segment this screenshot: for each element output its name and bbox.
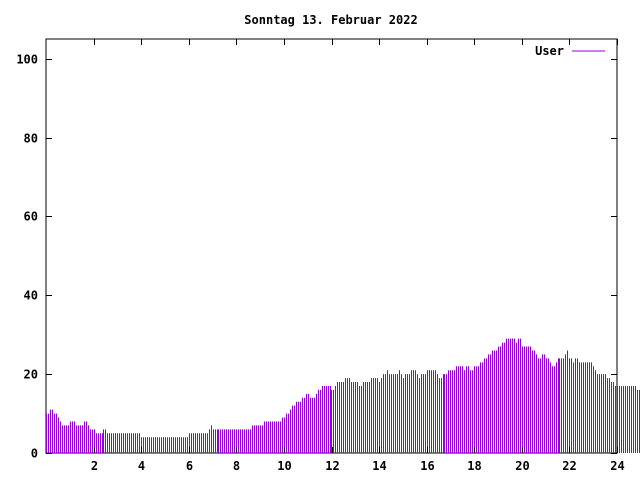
x-tick-label: 16 xyxy=(420,459,434,473)
x-tick-label: 20 xyxy=(515,459,529,473)
x-tick-label: 14 xyxy=(372,459,386,473)
y-tick-label: 80 xyxy=(24,132,38,146)
y-tick-label: 60 xyxy=(24,210,38,224)
x-tick-label: 8 xyxy=(233,459,240,473)
y-tick-label: 40 xyxy=(24,289,38,303)
y-tick-label: 100 xyxy=(16,53,38,67)
y-tick-label: 20 xyxy=(24,368,38,382)
legend: User xyxy=(535,44,605,58)
x-tick-label: 4 xyxy=(138,459,145,473)
x-tick-label: 2 xyxy=(91,459,98,473)
x-tick-label: 18 xyxy=(467,459,481,473)
x-tick-label: 22 xyxy=(562,459,576,473)
x-tick-label: 12 xyxy=(325,459,339,473)
x-tick-label: 10 xyxy=(277,459,291,473)
bar-series-user xyxy=(46,338,640,453)
y-tick-label: 0 xyxy=(31,447,38,461)
legend-label-user: User xyxy=(535,44,564,58)
x-tick-label: 24 xyxy=(610,459,624,473)
x-tick-label: 6 xyxy=(186,459,193,473)
chart-title: Sonntag 13. Februar 2022 xyxy=(244,13,417,27)
